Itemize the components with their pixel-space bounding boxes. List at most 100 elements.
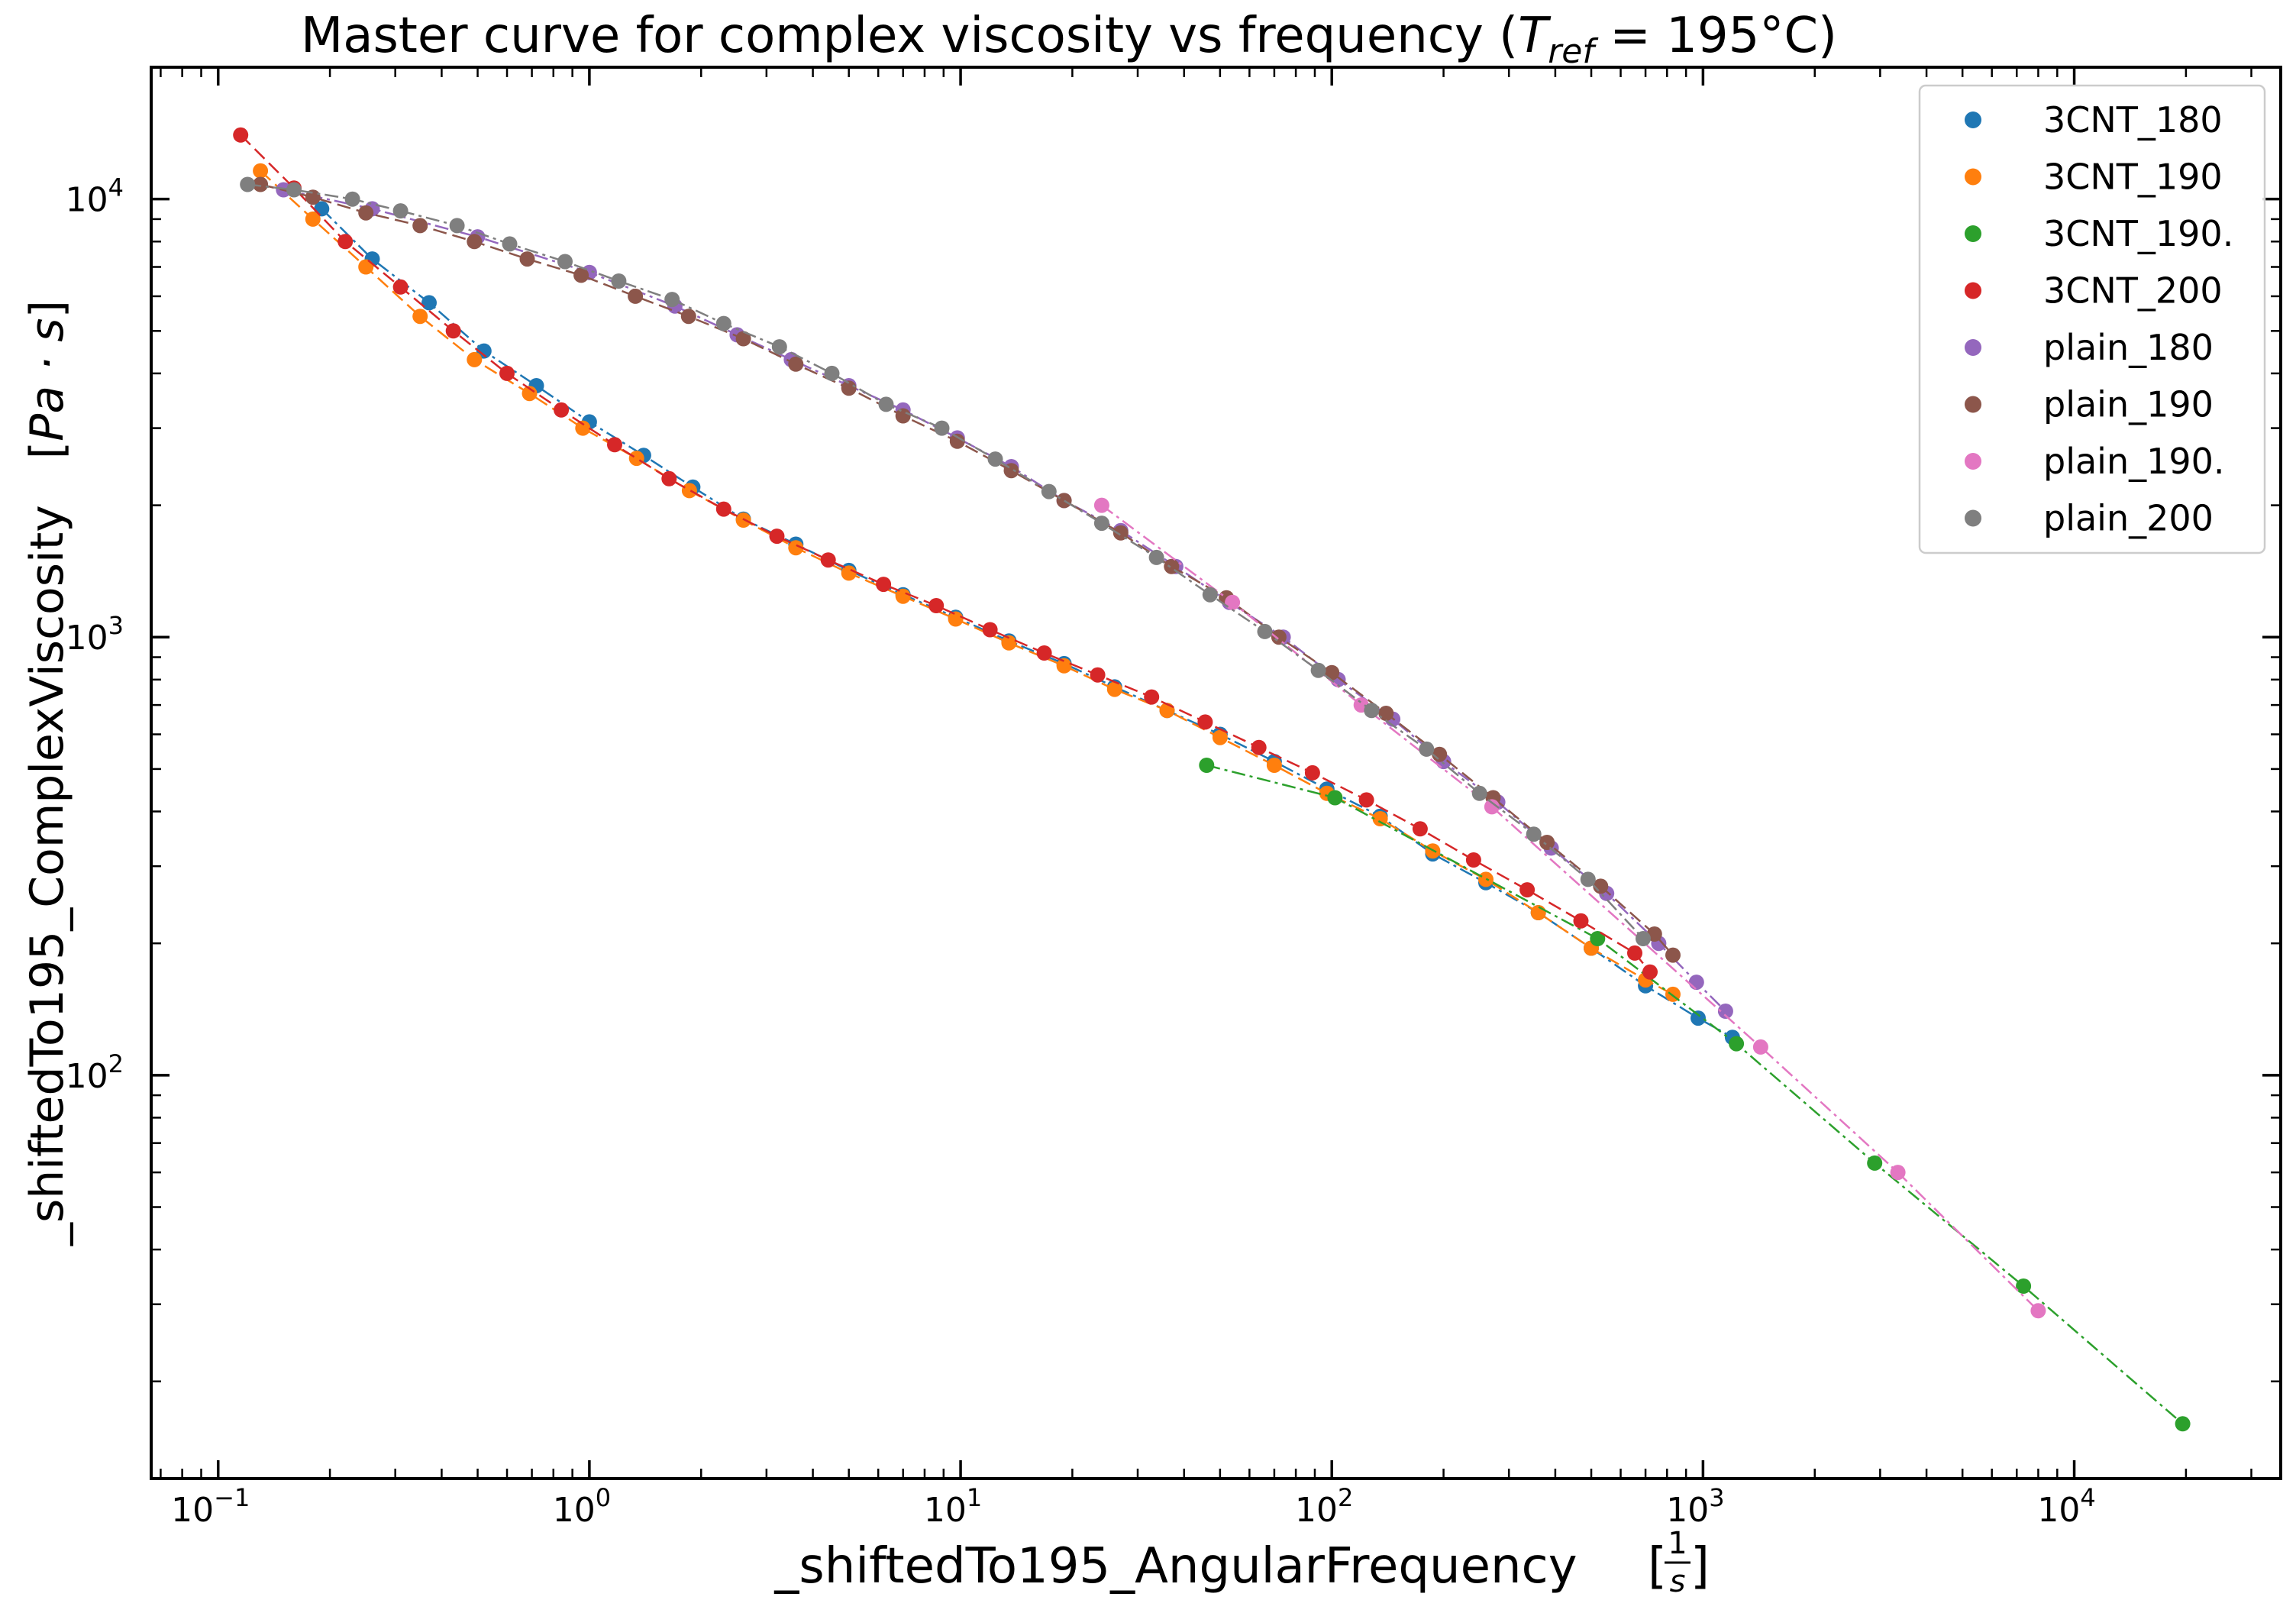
data-point [1580,871,1596,887]
data-point [305,211,321,227]
data-point [233,127,249,143]
data-point [1378,706,1394,721]
data-point [1530,905,1546,920]
data-point [2030,1303,2046,1319]
data-point [1144,689,1160,705]
x-unit-right-bracket: ] [1691,1538,1710,1595]
series-plain_190. [1093,497,2046,1319]
data-point [1471,785,1487,801]
y-tick-label: 104 [66,173,124,220]
data-point [1041,483,1057,499]
legend-entry: 3CNT_190 [1965,157,2223,198]
data-point [358,259,374,275]
data-point [421,295,437,311]
data-point [1212,729,1228,745]
data-point [1627,945,1642,961]
data-point [1093,516,1109,532]
data-point [1225,594,1241,610]
data-point [1310,662,1326,678]
legend-marker [1965,509,1981,527]
data-point [344,191,360,207]
series-line-3CNT_200 [240,134,1651,973]
data-point [1202,587,1218,603]
data-point [1539,835,1555,850]
data-point [1358,792,1374,808]
data-point [573,267,589,283]
data-point [467,234,483,250]
data-point [1266,758,1282,773]
legend-marker [1965,225,1981,242]
series-line-plain_190 [260,183,1674,956]
data-point [680,309,696,325]
x-tick-label: 102 [1295,1483,1353,1530]
y-axis-label: _shiftedTo195_ComplexViscosity[Pa · s] [21,300,74,1246]
data-point [1519,882,1536,898]
data-point [1526,826,1542,842]
series-layer [233,127,2191,1432]
data-point [1271,629,1287,645]
data-point [1093,497,1109,513]
data-point [1324,664,1340,680]
data-point [1890,1165,1906,1181]
legend-marker [1965,168,1981,186]
data-point [715,315,731,331]
data-point [449,218,465,234]
data-point [1752,1039,1768,1055]
x-axis-label-text: _shiftedTo195_AngularFrequency [773,1538,1577,1595]
data-point [502,236,518,252]
data-point [769,529,785,545]
data-point [982,622,998,638]
series-line-plain_180 [283,189,1726,1012]
data-point [681,483,697,499]
legend-marker [1965,339,1981,356]
data-point [445,323,461,339]
x-tick-label: 100 [553,1483,611,1530]
legend-marker [1965,453,1981,470]
data-point [934,420,950,436]
series-line-plain_200 [247,183,1644,939]
data-point [895,588,911,604]
x-axis-label: _shiftedTo195_AngularFrequency [ 1 s ] [773,1526,1710,1599]
y-tick-labels: 102 103 104 [66,173,124,1096]
data-point [522,386,538,402]
legend-entry: 3CNT_180 [1965,99,2223,141]
data-point [1372,811,1388,826]
y-axis-label-text: _shiftedTo195_ComplexViscosity[Pa · s] [21,300,74,1246]
data-point [1717,1004,1733,1019]
series-plain_180 [276,182,1733,1019]
data-point [876,577,892,593]
legend-entry: plain_200 [1965,498,2214,539]
data-point [878,396,894,412]
legend-label: plain_180 [2043,327,2214,368]
legend-label: 3CNT_190. [2043,213,2233,254]
y-tick-label: 103 [66,611,124,658]
series-3CNT_190 [253,163,1681,1002]
data-point [820,552,836,568]
data-point [519,251,535,267]
legend: 3CNT_180 3CNT_190 3CNT_190. 3CNT_200 plain_1… [1918,84,2266,554]
data-point [1665,947,1681,963]
legend-frame [1918,84,2266,554]
x-unit-left-bracket: [ [1648,1538,1667,1595]
data-point [392,279,409,295]
y-tick-label: 102 [66,1049,124,1096]
legend-entry: plain_190. [1965,441,2225,482]
legend-label: 3CNT_200 [2043,270,2223,312]
data-point [253,176,269,192]
series-plain_190 [253,176,1681,963]
x-axis-unit: [ 1 s ] [1648,1526,1710,1599]
data-point [771,339,787,355]
data-point [358,205,374,221]
data-point [949,433,965,449]
data-point [824,365,840,381]
legend-label: 3CNT_180 [2043,99,2223,141]
data-point [2175,1416,2191,1432]
data-point [1056,493,1072,509]
x-unit-numerator: 1 [1668,1526,1687,1561]
legend-label: plain_200 [2043,498,2214,539]
series-3CNT_180 [314,201,1740,1046]
legend-entry: 3CNT_190. [1965,213,2233,254]
data-point [554,402,570,418]
data-point [1484,799,1500,815]
